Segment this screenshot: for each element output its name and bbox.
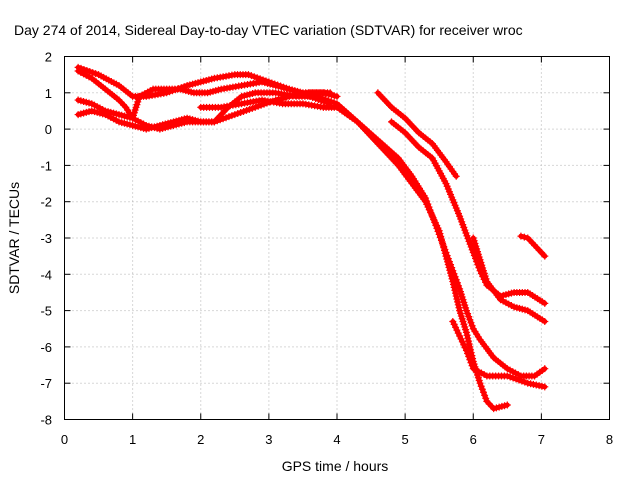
x-tick-label: 2 <box>197 432 204 447</box>
y-tick-label: 0 <box>45 122 52 137</box>
data-point <box>467 359 475 367</box>
data-point <box>445 258 453 266</box>
data-point <box>441 245 449 253</box>
y-tick-label: -3 <box>40 231 52 246</box>
axis-ticks: 0 1 2 3 4 5 6 7 8 2 1 0 -1 -2 -3 -4 -5 -6 -7 -8 <box>40 50 613 448</box>
series-track-1 <box>74 63 334 108</box>
series-track-9 <box>449 317 549 391</box>
data-point <box>462 307 470 315</box>
data-point <box>425 203 433 211</box>
y-tick-label: -4 <box>40 267 52 282</box>
data-point <box>454 282 462 290</box>
data-point <box>468 322 476 330</box>
series-line <box>470 235 548 324</box>
data-point <box>467 319 475 327</box>
x-tick-label: 3 <box>265 432 272 447</box>
data-point <box>541 299 549 307</box>
series-track-5 <box>197 96 549 380</box>
x-tick-label: 0 <box>61 432 68 447</box>
x-axis-title: GPS time / hours <box>282 458 389 474</box>
data-point <box>477 382 485 390</box>
data-point <box>426 206 434 214</box>
x-tick-label: 4 <box>333 432 340 447</box>
data-point <box>439 239 447 247</box>
y-tick-label: 2 <box>45 50 52 65</box>
data-point <box>449 267 457 275</box>
data-point <box>468 362 476 370</box>
y-tick-label: -8 <box>40 413 52 428</box>
data-point <box>427 209 435 217</box>
data-point <box>448 264 456 272</box>
data-point <box>465 313 473 321</box>
data-point <box>424 200 432 208</box>
series-track-6 <box>374 89 460 180</box>
series-track-10 <box>517 232 549 260</box>
chart-title: Day 274 of 2014, Sidereal Day-to-day VTE… <box>14 22 523 38</box>
data-point <box>451 273 459 281</box>
y-tick-label: -2 <box>40 195 52 210</box>
data-point <box>431 218 439 226</box>
data-point <box>434 227 442 235</box>
y-axis-title: SDTVAR / TECUs <box>6 182 22 294</box>
data-point <box>541 383 549 391</box>
y-tick-label: 1 <box>45 86 52 101</box>
y-tick-label: -5 <box>40 304 52 319</box>
x-tick-label: 7 <box>538 432 545 447</box>
data-point <box>423 197 431 205</box>
data-point <box>503 401 511 409</box>
series-track-7 <box>388 118 549 307</box>
data-point <box>466 316 474 324</box>
data-point <box>442 249 450 257</box>
x-tick-label: 1 <box>129 432 136 447</box>
data-point <box>462 347 470 355</box>
data-point <box>476 379 484 387</box>
y-tick-label: -7 <box>40 376 52 391</box>
data-point <box>433 224 441 232</box>
series-line <box>389 119 548 306</box>
data-point <box>464 350 472 358</box>
x-tick-label: 8 <box>606 432 613 447</box>
data-point <box>453 279 461 287</box>
data-point <box>479 388 487 396</box>
data-point <box>422 194 430 202</box>
data-point <box>436 233 444 241</box>
data-point <box>444 255 452 263</box>
data-point <box>464 310 472 318</box>
data-point <box>435 230 443 238</box>
x-tick-label: 6 <box>470 432 477 447</box>
data-point <box>452 276 460 284</box>
data-point <box>430 215 438 223</box>
data-point <box>428 212 436 220</box>
data-point <box>333 92 341 100</box>
series-track-8 <box>469 234 549 325</box>
data-point <box>466 356 474 364</box>
data-point <box>447 261 455 269</box>
data-point <box>541 317 549 325</box>
data-point <box>452 172 460 180</box>
data-point <box>450 270 458 278</box>
data-point <box>465 353 473 361</box>
grid <box>64 56 610 420</box>
y-tick-label: -1 <box>40 158 52 173</box>
data-point <box>443 252 451 260</box>
data-point <box>432 221 440 229</box>
data-point <box>478 385 486 393</box>
data-point <box>481 391 489 399</box>
data-point <box>440 242 448 250</box>
series-layer <box>74 63 549 413</box>
data-point <box>482 394 490 402</box>
data-point <box>541 365 549 373</box>
data-point <box>541 252 549 260</box>
data-point <box>437 236 445 244</box>
data-point <box>517 232 525 240</box>
y-tick-label: -6 <box>40 340 52 355</box>
x-tick-label: 5 <box>402 432 409 447</box>
data-point <box>520 233 528 241</box>
